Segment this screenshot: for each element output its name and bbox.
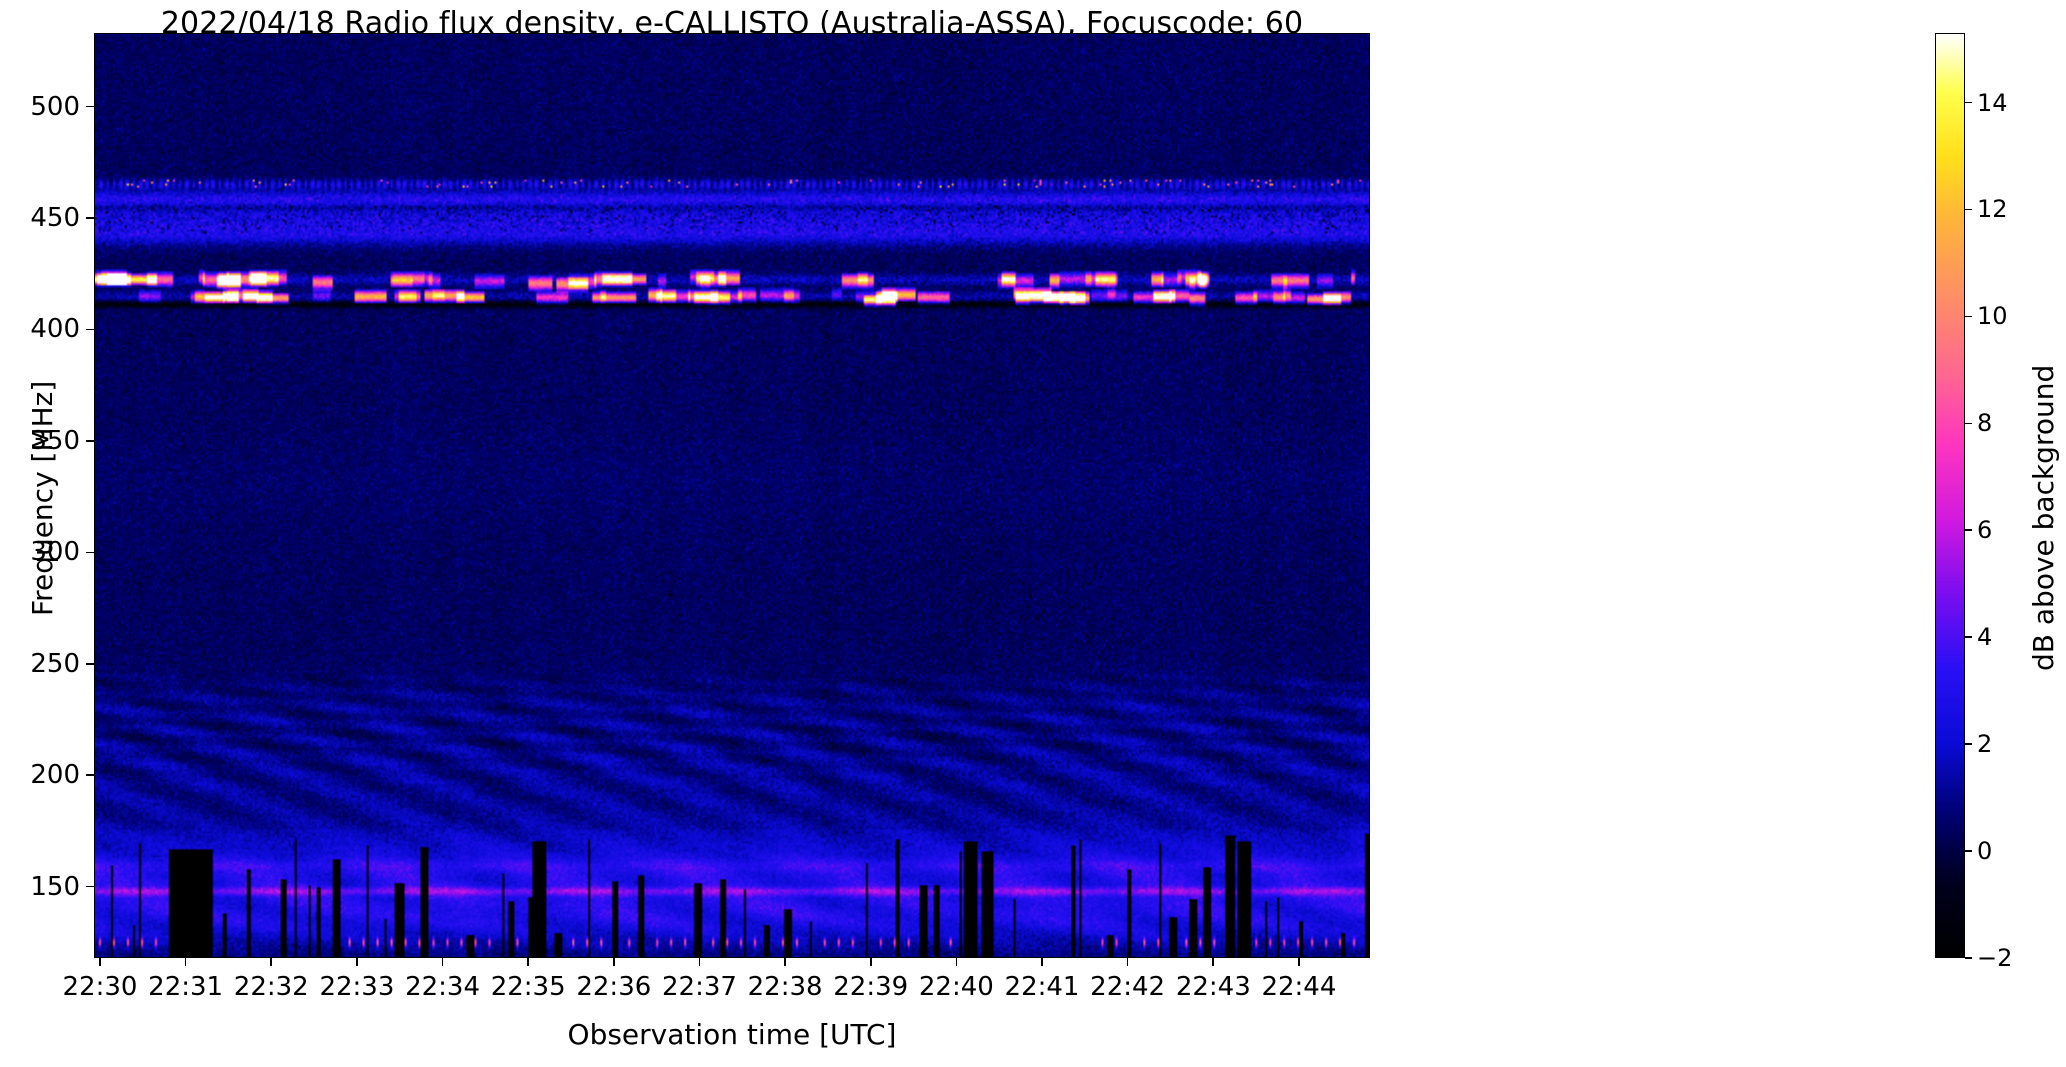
- colorbar-tick-label: 10: [1977, 302, 2008, 331]
- x-tick-label: 22:38: [747, 972, 823, 1002]
- colorbar-tick-label: 12: [1977, 195, 2008, 224]
- colorbar-tick-label: 6: [1977, 516, 1993, 545]
- x-tick-label: 22:43: [1175, 972, 1251, 1002]
- y-axis-label: Frequency [MHz]: [26, 380, 59, 616]
- x-tick-mark: [1212, 958, 1215, 966]
- colorbar-tick-mark: [1965, 743, 1972, 745]
- x-tick-label: 22:31: [148, 972, 224, 1002]
- x-tick-mark: [99, 958, 101, 966]
- y-tick-label: 350: [30, 425, 80, 456]
- y-tick-mark: [86, 551, 94, 554]
- colorbar-tick-mark: [1965, 636, 1972, 638]
- x-tick-label: 22:41: [1004, 972, 1080, 1002]
- y-tick-label: 150: [30, 871, 80, 902]
- y-tick-label: 200: [30, 760, 80, 791]
- spectrogram-image: [95, 34, 1369, 957]
- colorbar-tick-label: 2: [1977, 730, 1993, 759]
- y-tick-label: 400: [30, 314, 80, 345]
- colorbar-tick-mark: [1965, 850, 1972, 852]
- x-tick-label: 22:32: [233, 972, 309, 1002]
- x-tick-label: 22:40: [918, 972, 994, 1002]
- x-tick-label: 22:39: [833, 972, 909, 1002]
- colorbar: [1935, 33, 1965, 958]
- x-tick-label: 22:30: [62, 972, 138, 1002]
- colorbar-gradient: [1936, 34, 1964, 957]
- colorbar-tick-mark: [1965, 957, 1972, 959]
- colorbar-tick-label: 0: [1977, 837, 1993, 866]
- x-axis-label: Observation time [UTC]: [567, 1018, 897, 1051]
- colorbar-tick-label: 4: [1977, 623, 1993, 652]
- colorbar-tick-mark: [1965, 529, 1972, 532]
- x-tick-mark: [784, 958, 786, 966]
- y-tick-label: 250: [30, 648, 80, 679]
- colorbar-tick-mark: [1965, 208, 1972, 211]
- y-tick-label: 300: [30, 537, 80, 568]
- x-tick-label: 22:35: [490, 972, 566, 1002]
- x-tick-mark: [356, 958, 358, 966]
- x-tick-label: 22:33: [319, 972, 395, 1002]
- y-tick-mark: [86, 774, 94, 777]
- y-tick-mark: [86, 440, 94, 442]
- colorbar-tick-mark: [1965, 315, 1972, 318]
- x-tick-label: 22:42: [1090, 972, 1166, 1002]
- x-tick-mark: [184, 958, 187, 966]
- x-tick-label: 22:37: [661, 972, 737, 1002]
- colorbar-tick-mark: [1965, 101, 1972, 104]
- colorbar-tick-label: 14: [1977, 88, 2008, 117]
- x-tick-mark: [441, 958, 444, 966]
- x-tick-mark: [613, 958, 615, 966]
- y-tick-label: 500: [30, 91, 80, 122]
- x-tick-mark: [527, 958, 529, 966]
- y-tick-mark: [86, 105, 94, 108]
- x-tick-mark: [1041, 958, 1043, 966]
- colorbar-tick-label: 8: [1977, 409, 1993, 438]
- x-tick-mark: [1298, 958, 1300, 966]
- colorbar-label: dB above background: [2027, 364, 2060, 671]
- y-tick-mark: [86, 328, 94, 331]
- x-tick-mark: [270, 958, 273, 966]
- x-tick-label: 22:44: [1261, 972, 1337, 1002]
- colorbar-tick-label: −2: [1977, 944, 2013, 972]
- y-tick-label: 450: [30, 203, 80, 233]
- x-tick-mark: [869, 958, 872, 966]
- y-tick-mark: [86, 217, 94, 219]
- spectrogram-plot-area[interactable]: [94, 33, 1370, 958]
- y-tick-mark: [86, 662, 94, 665]
- y-tick-mark: [86, 885, 94, 888]
- x-tick-mark: [955, 958, 958, 966]
- colorbar-tick-mark: [1965, 422, 1972, 425]
- x-tick-mark: [698, 958, 701, 966]
- x-tick-label: 22:36: [576, 972, 652, 1002]
- x-tick-label: 22:34: [405, 972, 480, 1002]
- x-tick-mark: [1126, 958, 1129, 966]
